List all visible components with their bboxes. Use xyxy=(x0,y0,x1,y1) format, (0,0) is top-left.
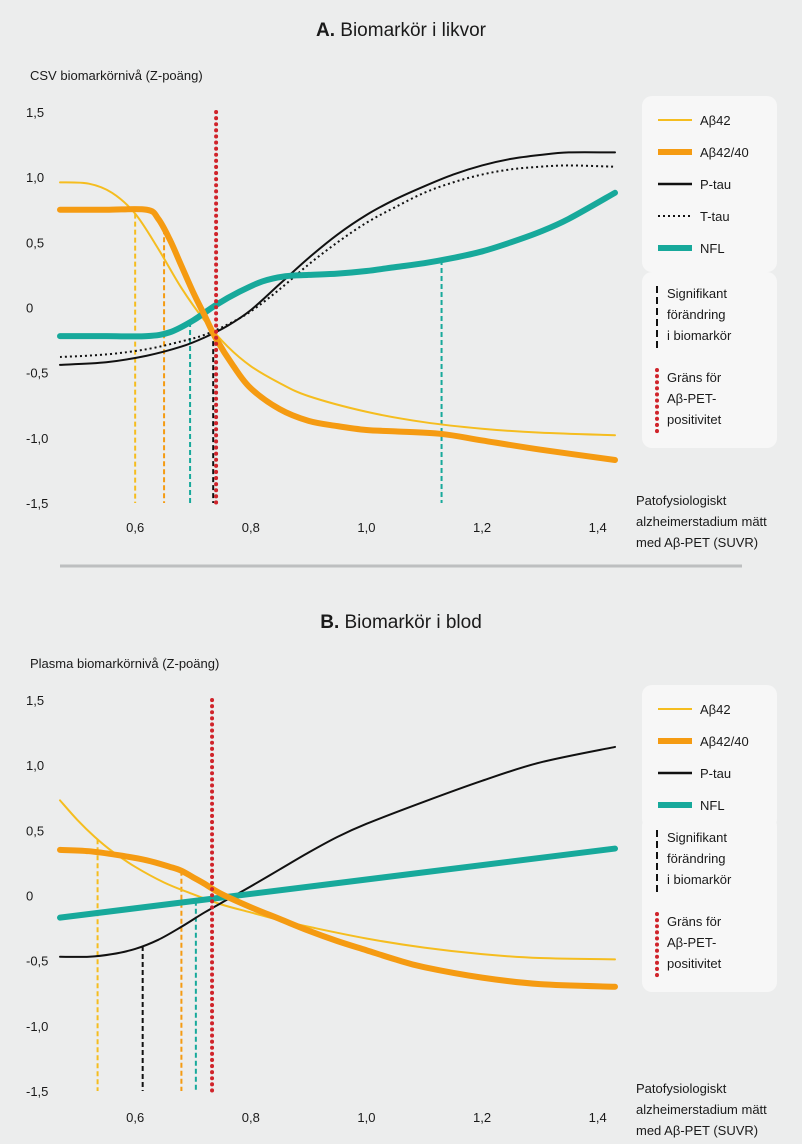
x-axis-note: alzheimerstadium mätt xyxy=(636,1102,767,1117)
threshold-note: positivitet xyxy=(667,956,722,971)
y-tick-label: -0,5 xyxy=(26,954,48,969)
x-tick-label: 1,0 xyxy=(357,1110,375,1125)
panel-title-text: Biomarkör i likvor xyxy=(340,20,486,41)
legend-box xyxy=(642,96,777,272)
notes-box xyxy=(642,816,777,992)
x-tick-label: 0,6 xyxy=(126,1110,144,1125)
y-tick-label: 1,0 xyxy=(26,170,44,185)
legend-label: T-tau xyxy=(700,209,730,224)
x-axis-note: alzheimerstadium mätt xyxy=(636,514,767,529)
significant-change-note: i biomarkör xyxy=(667,872,732,887)
y-tick-label: 0 xyxy=(26,889,33,904)
x-tick-label: 0,6 xyxy=(126,520,144,535)
chart-panel-b: B. Biomarkör i blod Plasma biomarkörnivå … xyxy=(26,612,777,1138)
panel-title: B. Biomarkör i blod xyxy=(320,612,482,633)
threshold-note: Aβ-PET- xyxy=(667,391,716,406)
y-tick-label: 1,5 xyxy=(26,105,44,120)
notes-box xyxy=(642,272,777,448)
significant-change-note: förändring xyxy=(667,307,726,322)
y-tick-label: 0,5 xyxy=(26,823,44,838)
chart-panel-a: A. Biomarkör i likvor CSV biomarkörnivå (… xyxy=(26,20,777,550)
legend-label: Aβ42 xyxy=(700,702,731,717)
y-tick-label: -1,0 xyxy=(26,431,48,446)
series-line-p-tau xyxy=(59,151,616,366)
threshold-note: Gräns för xyxy=(667,370,722,385)
panel-title: A. Biomarkör i likvor xyxy=(316,20,487,41)
x-tick-label: 1,4 xyxy=(589,1110,607,1125)
legend-label: P-tau xyxy=(700,177,731,192)
legend-label: P-tau xyxy=(700,766,731,781)
x-tick-label: 1,0 xyxy=(357,520,375,535)
series-line-nfl xyxy=(57,845,618,921)
y-tick-label: 0 xyxy=(26,301,33,316)
x-axis-note: Patofysiologiskt xyxy=(636,1081,727,1096)
legend-label: Aβ42/40 xyxy=(700,145,749,160)
series-line-a-42 xyxy=(59,181,616,437)
legend-label: NFL xyxy=(700,241,725,256)
y-tick-label: -1,5 xyxy=(26,496,48,511)
y-tick-label: 1,0 xyxy=(26,758,44,773)
y-axis-label: CSV biomarkörnivå (Z-poäng) xyxy=(30,68,203,83)
legend-label: NFL xyxy=(700,798,725,813)
legend-box xyxy=(642,685,777,829)
x-axis-note: Patofysiologiskt xyxy=(636,493,727,508)
x-tick-label: 1,4 xyxy=(589,520,607,535)
threshold-note: positivitet xyxy=(667,412,722,427)
y-tick-label: 1,5 xyxy=(26,693,44,708)
y-tick-label: -1,0 xyxy=(26,1019,48,1034)
series-line-t-tau xyxy=(59,164,616,359)
significant-change-note: Signifikant xyxy=(667,830,727,845)
significant-change-note: Signifikant xyxy=(667,286,727,301)
series-line-a-42-40 xyxy=(57,206,618,463)
panel-letter: A. xyxy=(316,20,340,41)
y-tick-label: 0,5 xyxy=(26,235,44,250)
y-tick-label: -0,5 xyxy=(26,366,48,381)
x-tick-label: 1,2 xyxy=(473,520,491,535)
x-axis-note: med Aβ-PET (SUVR) xyxy=(636,1123,758,1138)
x-axis-note: med Aβ-PET (SUVR) xyxy=(636,535,758,550)
x-tick-label: 0,8 xyxy=(242,520,260,535)
series-line-a-42 xyxy=(59,799,616,961)
significant-change-note: förändring xyxy=(667,851,726,866)
threshold-note: Gräns för xyxy=(667,914,722,929)
series-line-nfl xyxy=(57,189,618,340)
threshold-note: Aβ-PET- xyxy=(667,935,716,950)
x-tick-label: 0,8 xyxy=(242,1110,260,1125)
x-tick-label: 1,2 xyxy=(473,1110,491,1125)
panel-letter: B. xyxy=(320,612,344,633)
significant-change-note: i biomarkör xyxy=(667,328,732,343)
y-tick-label: -1,5 xyxy=(26,1084,48,1099)
legend-label: Aβ42 xyxy=(700,113,731,128)
legend-label: Aβ42/40 xyxy=(700,734,749,749)
panel-title-text: Biomarkör i blod xyxy=(345,612,482,633)
series-line-a-42-40 xyxy=(57,846,618,990)
y-axis-label: Plasma biomarkörnivå (Z-poäng) xyxy=(30,656,219,671)
series-line-p-tau xyxy=(59,745,616,958)
